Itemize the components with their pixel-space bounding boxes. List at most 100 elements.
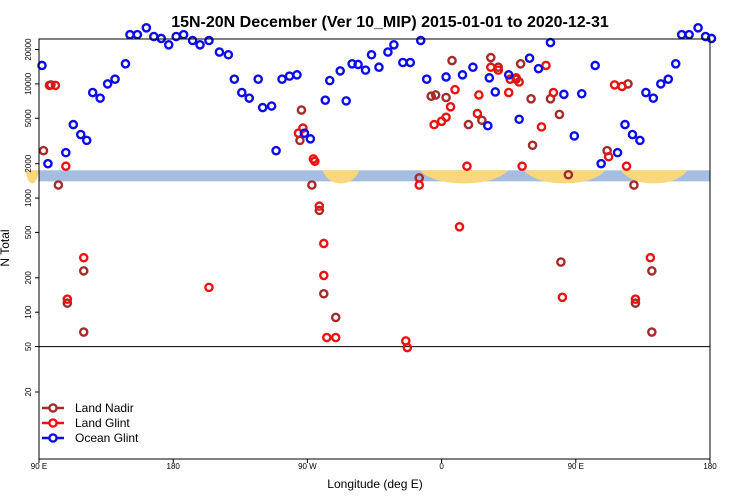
point-land-nadir <box>330 312 341 323</box>
point-land-glint <box>617 81 627 92</box>
legend-marker <box>48 433 58 443</box>
y-axis: 20 50 100 200 500 1000 2000 5000 10000 20000 <box>24 38 39 396</box>
point-ocean-glint <box>95 93 105 103</box>
point-land-glint <box>402 342 413 353</box>
point-land-nadir <box>563 169 574 180</box>
point-ocean-glint <box>257 102 268 113</box>
y-tick-label: 5000 <box>24 109 33 127</box>
point-land-nadir <box>296 105 307 115</box>
point-ocean-glint <box>684 29 694 40</box>
point-ocean-glint <box>292 70 302 80</box>
point-ocean-glint <box>305 134 316 144</box>
point-land-glint <box>536 122 547 132</box>
point-ocean-glint <box>484 73 495 83</box>
point-ocean-glint <box>648 93 659 103</box>
point-ocean-glint <box>253 74 263 84</box>
legend-label: Land Glint <box>75 416 130 430</box>
y-tick-label: 2000 <box>24 154 33 172</box>
point-ocean-glint <box>533 63 544 74</box>
point-ocean-glint <box>457 70 468 80</box>
point-land-glint <box>298 123 308 133</box>
point-ocean-glint <box>75 129 86 140</box>
point-ocean-glint <box>490 87 501 97</box>
point-ocean-glint <box>545 37 556 48</box>
point-land-glint <box>645 252 656 263</box>
point-land-nadir <box>430 90 441 100</box>
point-ocean-glint <box>68 119 79 130</box>
point-ocean-glint <box>195 40 205 50</box>
point-ocean-glint <box>353 59 363 70</box>
point-ocean-glint <box>374 62 384 73</box>
point-land-nadir <box>647 266 657 276</box>
point-ocean-glint <box>125 29 135 40</box>
y-tick-label: 50 <box>24 342 33 351</box>
y-tick-label: 200 <box>24 271 33 285</box>
point-ocean-glint <box>612 147 623 158</box>
point-ocean-glint <box>204 35 214 46</box>
point-land-glint <box>50 80 61 91</box>
point-ocean-glint <box>389 40 399 50</box>
point-land-nadir <box>477 115 487 126</box>
y-axis-label: N Total <box>0 229 12 266</box>
x-tick-label: 180 <box>703 462 717 471</box>
x-tick-label: 90 E <box>568 462 584 471</box>
point-land-glint <box>441 112 451 123</box>
point-ocean-glint <box>421 74 432 84</box>
land-band-segment <box>419 170 509 184</box>
point-land-glint <box>603 151 614 162</box>
point-ocean-glint <box>524 53 535 63</box>
point-ocean-glint <box>223 49 234 60</box>
point-land-glint <box>44 80 55 91</box>
point-land-nadir <box>314 205 325 216</box>
point-land-glint <box>454 221 465 232</box>
x-axis: 90 E 180 90 W 0 90 E 180 <box>31 459 717 471</box>
point-ocean-glint <box>81 135 92 146</box>
point-land-nadir <box>78 327 89 337</box>
point-ocean-glint <box>141 23 152 33</box>
ocean-band <box>39 170 710 182</box>
point-land-glint <box>474 90 484 100</box>
point-land-glint <box>514 77 524 87</box>
point-ocean-glint <box>43 158 53 169</box>
point-ocean-glint <box>320 95 331 105</box>
point-ocean-glint <box>132 29 143 40</box>
point-land-glint <box>517 161 527 172</box>
point-ocean-glint <box>559 89 569 100</box>
point-ocean-glint <box>244 93 255 103</box>
land-band-segment <box>620 170 688 184</box>
point-ocean-glint <box>655 79 666 89</box>
point-land-glint <box>321 332 332 343</box>
point-land-nadir <box>526 94 536 104</box>
point-ocean-glint <box>503 70 514 80</box>
point-land-glint <box>314 201 325 211</box>
point-land-nadir <box>556 257 566 267</box>
point-ocean-glint <box>514 114 524 125</box>
point-land-glint <box>61 161 71 172</box>
y-tick-label: 20000 <box>24 38 33 61</box>
point-land-glint <box>319 270 329 281</box>
x-tick-label: 90 W <box>298 462 317 471</box>
point-land-nadir <box>441 92 451 103</box>
point-land-nadir <box>62 298 73 308</box>
legend-marker <box>48 418 58 428</box>
point-ocean-glint <box>576 88 587 99</box>
point-land-nadir <box>463 119 474 130</box>
point-land-nadir <box>319 288 329 299</box>
point-ocean-glint <box>284 71 295 81</box>
points-layer <box>37 23 717 353</box>
point-land-glint <box>503 87 514 98</box>
legend-marker <box>48 403 58 413</box>
point-ocean-glint <box>163 40 174 50</box>
point-ocean-glint <box>383 47 393 57</box>
point-land-glint <box>204 282 214 293</box>
point-ocean-glint <box>102 79 113 89</box>
point-ocean-glint <box>266 101 277 111</box>
point-ocean-glint <box>120 58 131 69</box>
point-ocean-glint <box>87 87 98 98</box>
x-axis-label: Longitude (deg E) <box>327 477 422 491</box>
point-ocean-glint <box>229 74 240 84</box>
point-ocean-glint <box>676 29 687 40</box>
band-layer <box>25 170 710 184</box>
